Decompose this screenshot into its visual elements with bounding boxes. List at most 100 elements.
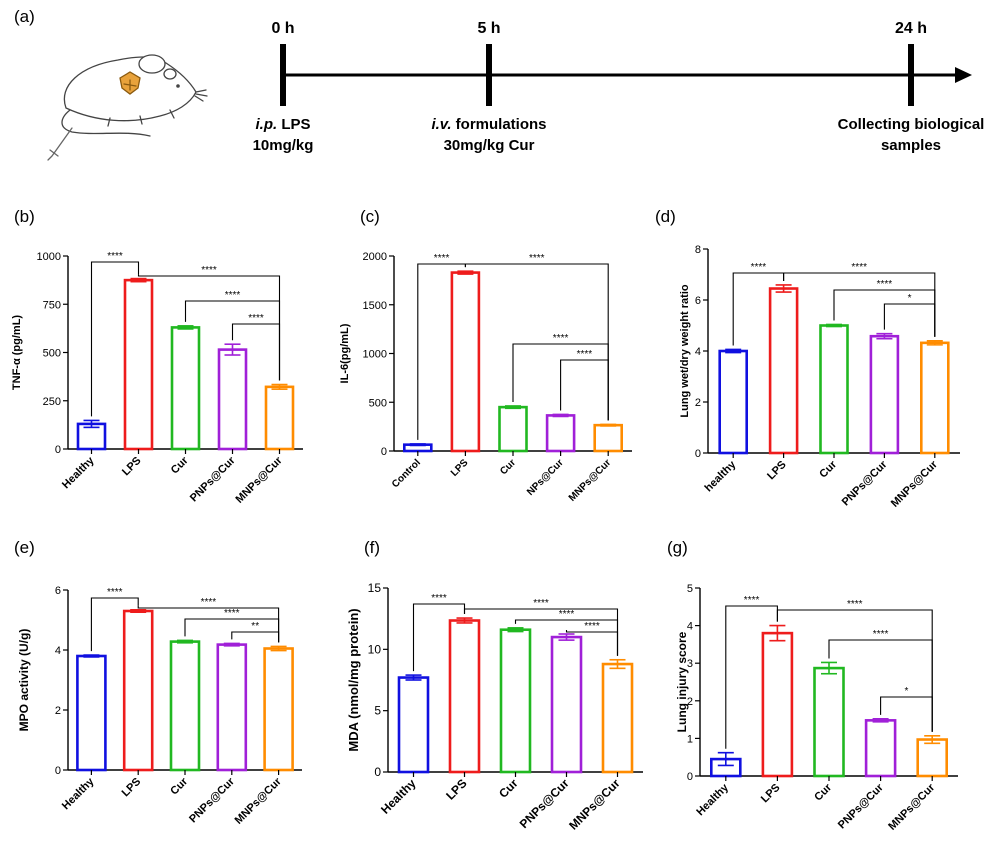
y-tick-label: 5 [687, 583, 693, 595]
bar [819, 324, 849, 455]
bar [545, 414, 576, 453]
y-tick-label: 500 [43, 348, 61, 360]
timeline-event-rest: formulations [452, 116, 547, 133]
bar [916, 738, 949, 778]
x-tick-label: LPS [120, 776, 144, 800]
x-tick-label: NPs@Cur [525, 457, 566, 498]
timeline-event-rest: LPS [277, 116, 310, 133]
bar [122, 609, 154, 772]
bar [593, 423, 624, 453]
y-tick-label: 1500 [363, 300, 387, 312]
significance-label: **** [577, 349, 593, 360]
x-tick-label: Healthy [60, 775, 97, 812]
bar [718, 349, 749, 455]
significance-label: * [904, 686, 908, 697]
timeline-panel-label: (a) [14, 7, 35, 26]
y-axis-label: IL-6(pg/mL) [339, 323, 351, 383]
x-tick-label: MNPs@Cur [567, 457, 614, 504]
y-tick-label: 1000 [37, 251, 61, 263]
significance-bracket [464, 263, 609, 421]
significance-bracket [783, 272, 936, 337]
bar [448, 619, 481, 774]
bar [450, 271, 481, 453]
y-tick-label: 750 [43, 299, 61, 311]
bar [550, 635, 583, 774]
timeline-event-italic: i.p. [255, 116, 277, 133]
significance-label: **** [248, 313, 264, 324]
x-tick-label: PNPs@Cur [517, 776, 572, 831]
bar [170, 326, 201, 451]
x-tick-label: LPS [449, 457, 471, 479]
x-tick-label: Cur [496, 776, 521, 801]
x-tick-label: Control [390, 457, 423, 490]
bar [397, 676, 430, 774]
x-tick-label: Cur [168, 775, 190, 797]
timeline-arrowhead [955, 67, 972, 83]
y-tick-label: 15 [368, 581, 382, 595]
significance-bracket [565, 630, 619, 656]
significance-label: **** [533, 598, 549, 609]
significance-bracket [231, 631, 280, 643]
timeline-event-rest: samples [881, 137, 941, 154]
x-tick-label: Healthy [60, 454, 97, 491]
y-tick-label: 8 [695, 244, 701, 256]
significance-bracket [725, 605, 778, 749]
timeline-event-italic: i.v. [431, 116, 451, 133]
bar [869, 334, 900, 455]
y-tick-label: 2000 [363, 251, 387, 263]
timeline-event-text: i.p. LPS [255, 116, 310, 133]
y-tick-label: 2 [55, 705, 61, 717]
y-tick-label: 4 [695, 346, 701, 358]
x-tick-label: Cur [817, 458, 839, 480]
x-tick-label: PNPs@Cur [836, 781, 886, 831]
y-axis-label: MDA (nmol/mg protein) [346, 608, 361, 751]
y-axis-label: Lung injury score [675, 631, 689, 732]
x-tick-label: healthy [703, 458, 739, 494]
timeline-event-text: Collecting biological [838, 116, 985, 133]
y-tick-label: 6 [55, 585, 61, 597]
significance-bracket [137, 274, 281, 381]
panel-label: (g) [667, 538, 688, 557]
significance-bracket [90, 597, 139, 652]
panel-label: (c) [360, 207, 380, 226]
x-tick-label: MNPs@Cur [886, 781, 938, 833]
timeline-event-text: i.v. formulations [431, 116, 546, 133]
bar [761, 631, 794, 778]
timeline-event-text: 30mg/kg Cur [444, 137, 535, 154]
bar [123, 278, 154, 451]
significance-bracket [732, 272, 785, 346]
bar-chart-c: (c) 0 500 1000 1500 2000 IL-6(pg/mL) Control LPS… [339, 207, 632, 504]
significance-label: **** [877, 279, 893, 290]
bar-chart-e: (e) 0 2 4 6 MPO activity (U/g) Healthy LPS CurPN… [14, 538, 302, 827]
significance-bracket [231, 323, 281, 381]
significance-bracket [880, 696, 933, 732]
y-tick-label: 0 [381, 446, 387, 458]
significance-label: **** [107, 251, 123, 262]
significance-label: **** [847, 599, 863, 610]
timeline-event-rest: 30mg/kg Cur [444, 137, 535, 154]
significance-bracket [776, 609, 933, 732]
y-tick-label: 2 [695, 397, 701, 409]
y-tick-label: 1000 [363, 349, 387, 361]
timeline-time-label: 5 h [477, 20, 500, 37]
significance-bracket [883, 303, 936, 337]
y-axis-label: Lung wet/dry weight ratio [679, 284, 691, 418]
timeline-event-text: 10mg/kg [253, 137, 314, 154]
significance-label: **** [434, 253, 450, 264]
y-tick-label: 4 [687, 621, 693, 633]
y-tick-label: 0 [374, 765, 381, 779]
x-tick-label: MNPs@Cur [234, 454, 286, 506]
bar [263, 647, 294, 772]
significance-label: **** [225, 290, 241, 301]
y-tick-label: 3 [687, 658, 693, 670]
bar [919, 341, 950, 455]
significance-label: **** [559, 609, 575, 620]
bar [768, 287, 799, 455]
bar-chart-f: (f) 0 5 10 15 MDA (nmol/mg protein) Healthy LPS… [346, 538, 643, 833]
bar [499, 628, 532, 774]
y-tick-label: 0 [55, 444, 61, 456]
bar-chart-d: (d) 0 2 4 6 8 Lung wet/dry weight ratio healthy… [655, 207, 960, 510]
significance-label: **** [201, 597, 217, 608]
x-tick-label: LPS [443, 776, 469, 802]
